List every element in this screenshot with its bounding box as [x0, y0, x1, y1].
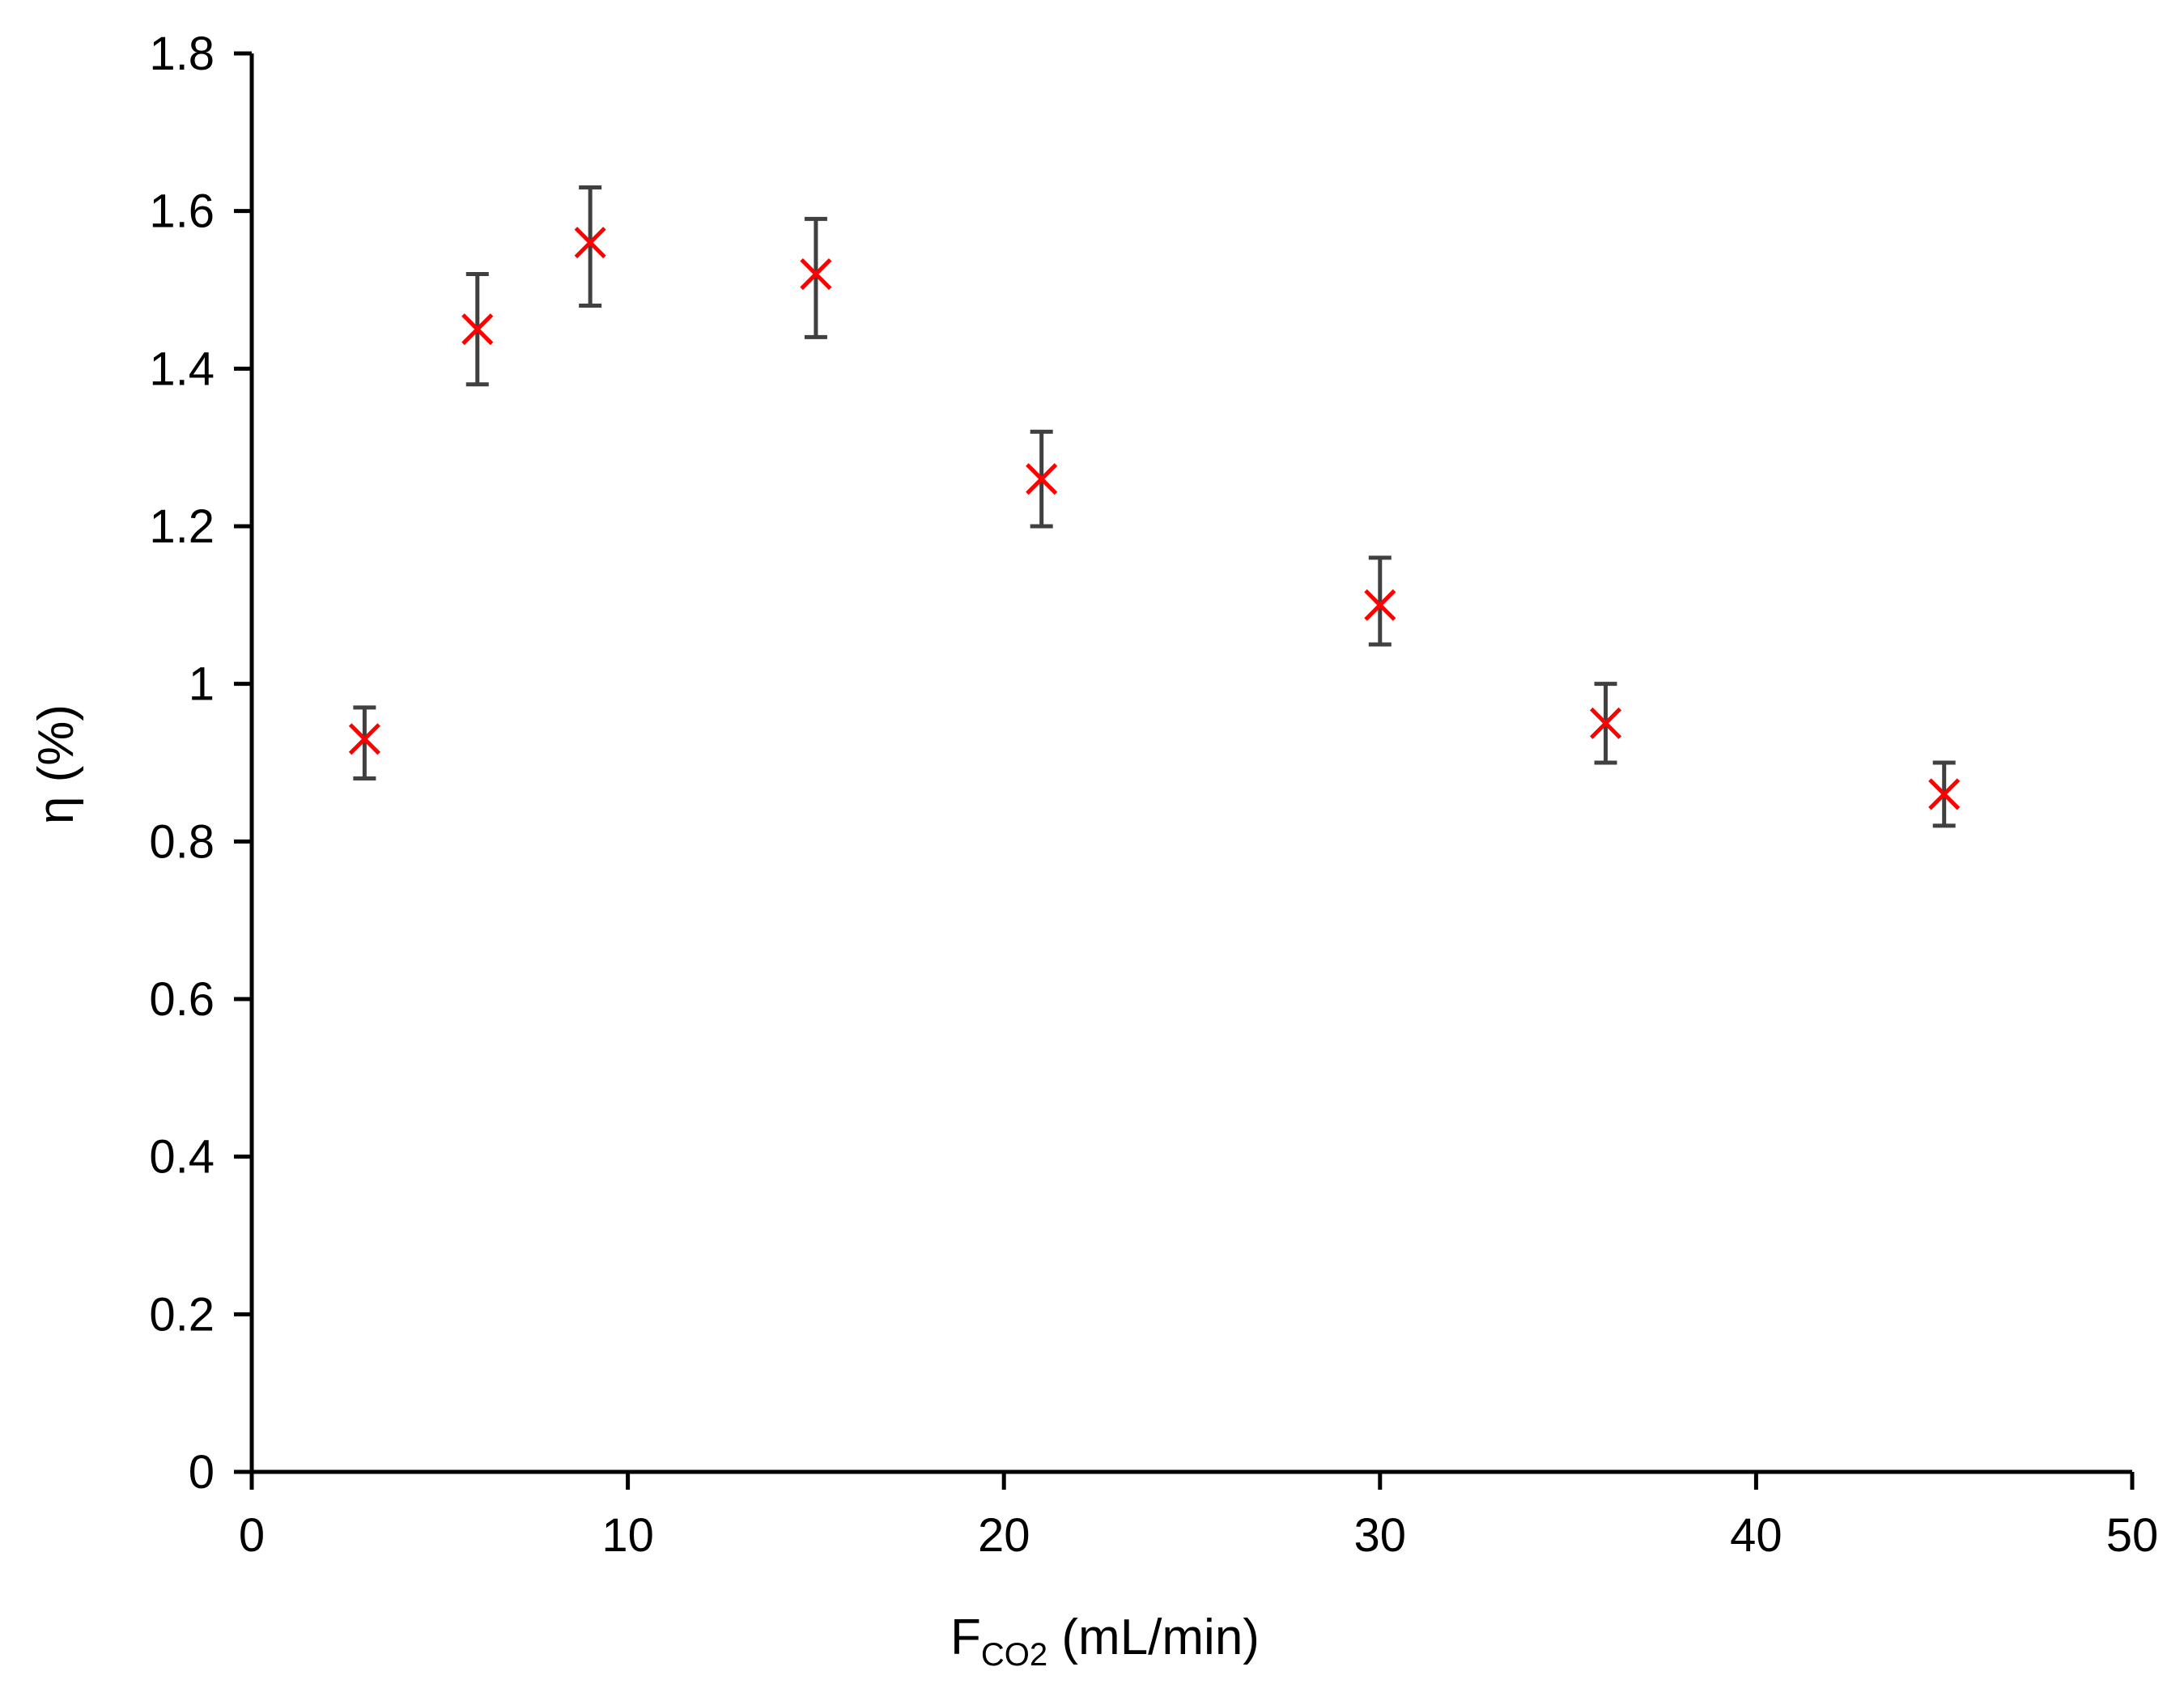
data-point-x-marker	[1590, 707, 1622, 739]
y-tick-label: 0.2	[149, 1288, 215, 1341]
data-point-x-marker	[348, 723, 380, 755]
error-bars	[353, 185, 1956, 828]
y-axis-title: η (%)	[28, 704, 84, 824]
x-axis-title: FCO2 (mL/min)	[950, 1610, 1260, 1673]
y-tick-label: 1.6	[149, 185, 215, 238]
y-axis-ticks: 0 0.2 0.4 0.6 0.8 1 1.2 1.4 1.6 1.8	[149, 28, 252, 1499]
x-tick-label: 0	[239, 1509, 265, 1562]
data-point-x-marker	[800, 257, 832, 291]
axes	[249, 53, 2132, 1474]
data-point-x-marker	[1364, 589, 1396, 621]
x-tick-label: 50	[2106, 1509, 2159, 1562]
error-bar	[1368, 555, 1392, 647]
x-tick-label: 40	[1730, 1509, 1782, 1562]
y-tick-label: 0.8	[149, 815, 215, 868]
data-point-x-marker	[1928, 778, 1961, 810]
data-point-x-marker	[1026, 463, 1058, 495]
y-tick-label: 1.4	[149, 342, 215, 395]
data-markers	[348, 227, 1961, 810]
x-tick-label: 30	[1354, 1509, 1407, 1562]
x-tick-label: 10	[601, 1509, 654, 1562]
y-tick-label: 1.8	[149, 28, 215, 80]
y-tick-label: 0.4	[149, 1131, 215, 1184]
y-tick-label: 1	[189, 658, 215, 711]
data-point-x-marker	[574, 227, 606, 259]
x-axis-title-unit: (mL/min)	[1047, 1610, 1260, 1665]
error-bar	[353, 705, 376, 780]
y-tick-label: 0	[189, 1446, 215, 1499]
x-axis-title-main: F	[950, 1610, 981, 1665]
error-bar	[804, 216, 827, 339]
error-bar	[579, 185, 602, 308]
y-tick-label: 0.6	[149, 973, 215, 1026]
x-axis-ticks: 0 10 20 30 40 50	[239, 1472, 2158, 1562]
data-point-x-marker	[461, 313, 494, 346]
x-tick-label: 20	[978, 1509, 1030, 1562]
y-tick-label: 1.2	[149, 500, 215, 553]
x-axis-title-subscript: CO2	[981, 1637, 1047, 1673]
